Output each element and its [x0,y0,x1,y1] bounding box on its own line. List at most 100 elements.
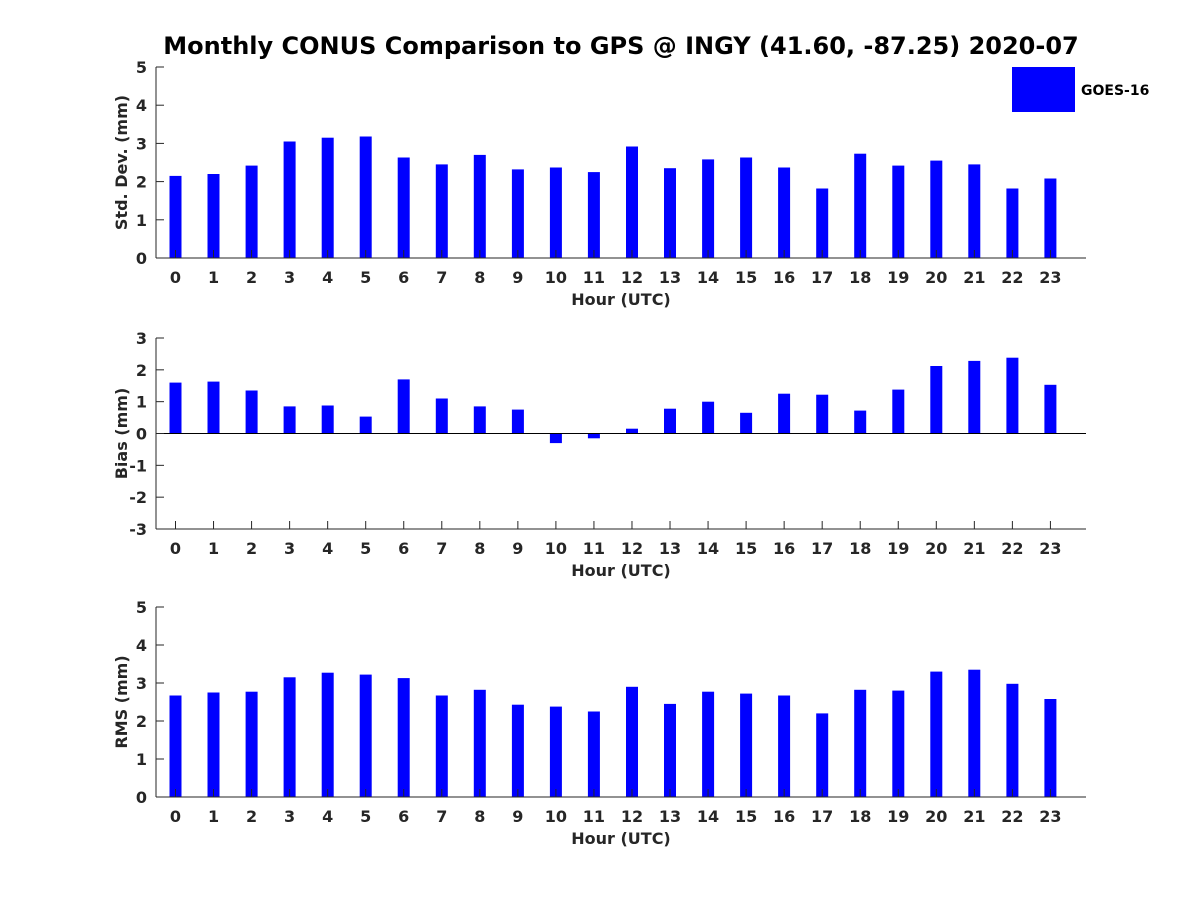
stddev-x-tick-label: 15 [735,268,757,287]
stddev-x-tick-label: 13 [659,268,681,287]
stddev-x-tick-label: 23 [1039,268,1061,287]
bias-x-tick-label: 9 [512,539,523,558]
stddev-x-tick-label: 22 [1001,268,1023,287]
rms-x-tick-label: 11 [583,807,605,826]
bias-bar-8 [473,406,486,434]
rms-x-tick-label: 16 [773,807,795,826]
rms-x-tick-label: 9 [512,807,523,826]
stddev-bar-12 [626,146,638,258]
stddev-x-tick-label: 9 [512,268,523,287]
rms-bar-4 [321,672,334,797]
stddev-x-tick-label: 6 [398,268,409,287]
stddev-x-tick-label: 12 [621,268,643,287]
bias-bar-13 [664,408,676,434]
stddev-x-tick-label: 11 [583,268,605,287]
bias-x-tick-label: 15 [735,539,757,558]
stddev-bar-5 [359,136,372,258]
rms-x-tick-label: 3 [284,807,295,826]
stddev-y-axis-label: Std. Dev. (mm) [112,95,131,230]
bias-x-tick-label: 2 [246,539,257,558]
rms-y-axis-label: RMS (mm) [112,655,131,748]
stddev-bar-18 [854,153,867,258]
stddev-x-tick-label: 1 [208,268,219,287]
legend-label: GOES-16 [1081,83,1149,99]
bias-y-tick-label: -1 [129,456,147,475]
bias-bar-11 [587,433,600,439]
rms-bar-15 [740,693,753,797]
legend-swatch [1012,67,1075,112]
stddev-y-tick-label: 2 [136,173,147,192]
rms-y-tick-label: 2 [136,712,147,731]
bias-x-tick-label: 1 [208,539,219,558]
rms-y-tick-label: 4 [136,636,147,655]
stddev-bar-20 [930,160,943,258]
stddev-bar-13 [664,168,676,258]
bias-x-tick-label: 13 [659,539,681,558]
stddev-bar-6 [397,157,410,258]
stddev-bar-15 [740,157,753,258]
stddev-bar-8 [473,154,486,258]
bias-y-tick-label: 1 [136,393,147,412]
bias-x-tick-label: 23 [1039,539,1061,558]
rms-x-tick-label: 10 [545,807,567,826]
rms-x-tick-label: 4 [322,807,333,826]
stddev-bar-7 [435,164,448,258]
bias-x-tick-label: 8 [474,539,485,558]
bias-x-tick-label: 6 [398,539,409,558]
rms-bar-6 [397,678,410,797]
stddev-bar-4 [321,137,334,258]
rms-bar-2 [245,691,258,797]
rms-bar-23 [1044,699,1057,797]
rms-x-tick-label: 15 [735,807,757,826]
stddev-bar-3 [283,141,296,258]
chart-title: Monthly CONUS Comparison to GPS @ INGY (… [163,32,1078,60]
stddev-x-tick-label: 10 [545,268,567,287]
rms-bar-22 [1006,683,1019,797]
bias-bar-6 [397,379,410,434]
bias-bar-20 [930,366,943,434]
bias-bar-22 [1006,357,1019,434]
rms-x-tick-label: 8 [474,807,485,826]
stddev-bar-14 [702,159,715,258]
bias-bar-1 [207,381,220,434]
bias-y-tick-label: -3 [129,520,147,539]
stddev-x-tick-label: 8 [474,268,485,287]
bias-bar-19 [892,389,905,434]
rms-bar-3 [283,677,296,797]
bias-x-axis-label: Hour (UTC) [571,561,671,580]
bias-x-tick-label: 11 [583,539,605,558]
bias-bar-2 [245,390,258,434]
stddev-bar-17 [816,188,829,258]
bias-bar-23 [1044,384,1057,434]
bias-x-tick-label: 10 [545,539,567,558]
rms-x-tick-label: 20 [925,807,947,826]
bias-x-tick-label: 4 [322,539,333,558]
bias-x-tick-label: 7 [436,539,447,558]
rms-bar-13 [664,703,676,797]
bias-bar-10 [549,433,562,444]
rms-x-tick-label: 13 [659,807,681,826]
rms-bar-5 [359,674,372,797]
bias-x-tick-label: 14 [697,539,719,558]
rms-x-axis-label: Hour (UTC) [571,829,671,848]
stddev-x-tick-label: 7 [436,268,447,287]
stddev-x-tick-label: 21 [963,268,985,287]
stddev-y-tick-label: 5 [136,58,147,77]
rms-bar-7 [435,695,448,797]
rms-bar-9 [511,704,524,797]
rms-y-tick-label: 3 [136,674,147,693]
stddev-x-tick-label: 5 [360,268,371,287]
bias-bar-21 [968,360,981,434]
rms-x-tick-label: 0 [170,807,181,826]
bias-bar-18 [854,410,867,434]
rms-bar-0 [169,695,182,797]
bias-x-tick-label: 19 [887,539,909,558]
stddev-y-tick-label: 0 [136,249,147,268]
bias-y-axis-label: Bias (mm) [112,388,131,480]
rms-x-tick-label: 2 [246,807,257,826]
bias-bar-12 [626,428,638,434]
stddev-bar-10 [549,167,562,258]
rms-bar-1 [207,692,220,797]
stddev-bar-22 [1006,188,1019,258]
